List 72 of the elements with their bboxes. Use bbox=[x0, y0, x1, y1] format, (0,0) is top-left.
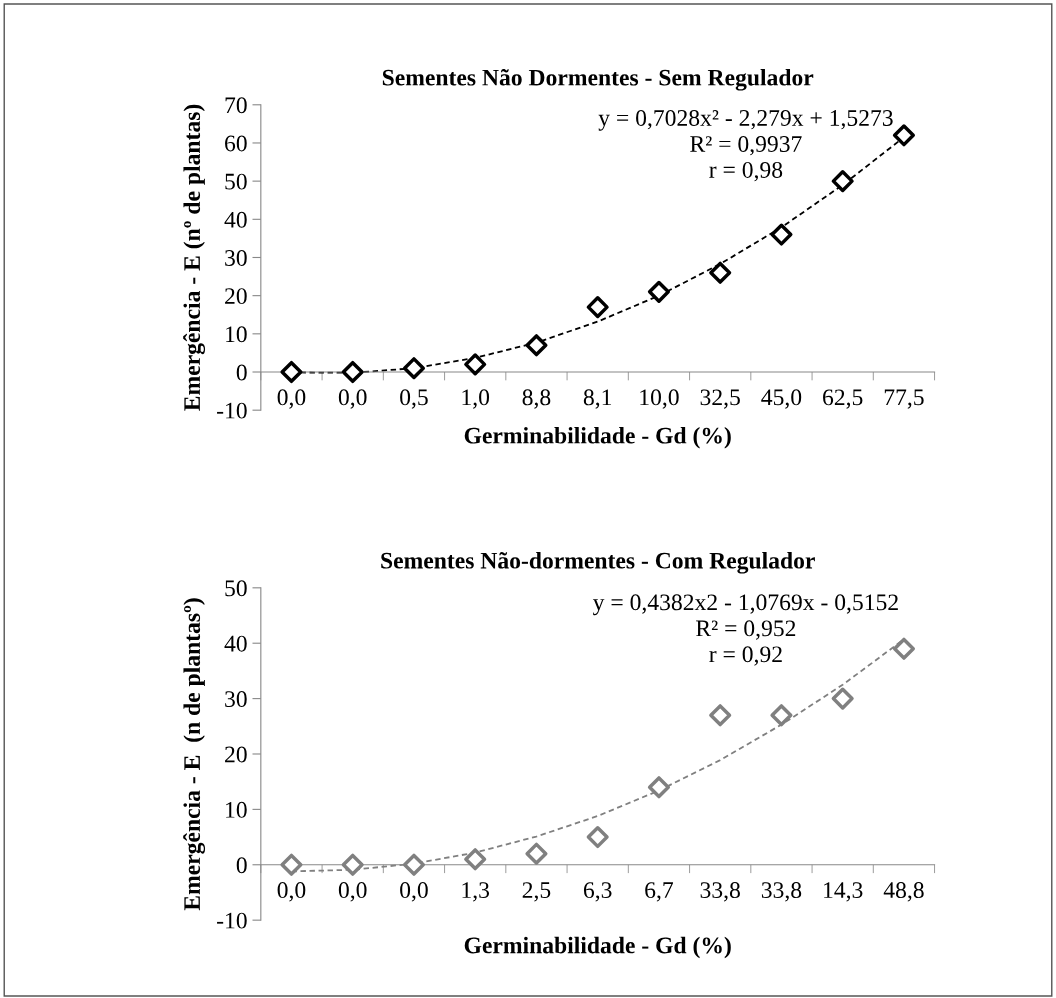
point bbox=[341, 853, 364, 876]
annotation: y = 0,4382x2 - 1,0769x - 0,5152 bbox=[592, 594, 898, 616]
x-tick-label: 1,0 bbox=[462, 389, 490, 409]
x-tick-label: 48,8 bbox=[883, 882, 924, 902]
point bbox=[709, 261, 732, 284]
x-tick-label: 1,3 bbox=[462, 882, 490, 902]
y-tick-label: 40 bbox=[224, 635, 247, 652]
y-tick-label: 0 bbox=[236, 857, 247, 874]
point bbox=[586, 826, 609, 849]
x-axis-title: Germinabilidade - Gd (%) bbox=[464, 426, 731, 449]
y-tick-label: -10 bbox=[217, 402, 247, 419]
x-tick-label: 45,0 bbox=[761, 389, 802, 409]
annotation: r = 0,98 bbox=[709, 161, 783, 182]
x-axis-title: Germinabilidade - Gd (%) bbox=[464, 936, 731, 959]
chart-title: Sementes Não Dormentes - Sem Regulador bbox=[382, 68, 814, 91]
x-tick-label: 10,0 bbox=[640, 389, 679, 409]
y-tick-label: -10 bbox=[217, 912, 247, 929]
y-tick-label: 10 bbox=[226, 326, 247, 343]
y-axis-title: Emergência - E (nº de plantas) bbox=[183, 104, 206, 411]
point bbox=[402, 357, 426, 380]
annotation: r = 0,92 bbox=[709, 646, 782, 666]
point bbox=[770, 704, 793, 727]
x-tick-label: 33,8 bbox=[761, 882, 802, 902]
y-tick-label: 60 bbox=[225, 135, 247, 152]
x-tick-label: 0,0 bbox=[277, 882, 306, 902]
point bbox=[341, 360, 364, 384]
x-tick-label: 0,0 bbox=[277, 389, 306, 409]
x-tick-label: 62,5 bbox=[823, 389, 863, 409]
y-tick-label: 50 bbox=[225, 580, 247, 597]
point bbox=[402, 853, 426, 876]
point bbox=[280, 360, 303, 384]
x-tick-label: 0,0 bbox=[338, 882, 367, 902]
x-tick-label: 6,7 bbox=[645, 882, 674, 902]
point bbox=[892, 637, 915, 660]
y-tick-label: 20 bbox=[225, 746, 247, 763]
y-tick-label: 30 bbox=[225, 249, 247, 266]
point bbox=[586, 296, 609, 319]
y-tick-label: 70 bbox=[225, 97, 247, 114]
point bbox=[464, 848, 487, 871]
chart-title: Sementes Não-dormentes - Com Regulador bbox=[381, 551, 815, 574]
point bbox=[647, 776, 670, 799]
x-tick-label: 77,5 bbox=[884, 389, 924, 409]
annotation: R² = 0,9937 bbox=[690, 135, 802, 156]
annotation: y = 0,7028x² - 2,279x + 1,5273 bbox=[598, 109, 893, 131]
y-tick-label: 0 bbox=[236, 364, 247, 381]
x-tick-label: 32,5 bbox=[700, 389, 740, 409]
y-axis-title: Emergência - E (n de plantasº) bbox=[183, 598, 206, 911]
point bbox=[464, 353, 487, 376]
x-tick-label: 0,5 bbox=[400, 389, 428, 409]
y-tick-label: 30 bbox=[225, 691, 247, 708]
x-tick-label: 0,0 bbox=[400, 882, 428, 902]
y-tick-label: 40 bbox=[224, 211, 247, 228]
point bbox=[831, 170, 854, 193]
x-tick-label: 0,0 bbox=[338, 389, 367, 409]
x-tick-label: 8,1 bbox=[583, 389, 612, 409]
point bbox=[525, 842, 548, 865]
point bbox=[525, 334, 548, 357]
y-tick-label: 50 bbox=[225, 173, 247, 190]
annotation: R² = 0,952 bbox=[696, 620, 796, 640]
y-tick-label: 20 bbox=[225, 288, 247, 305]
point bbox=[280, 853, 303, 876]
x-tick-label: 33,8 bbox=[700, 882, 740, 902]
x-tick-label: 6,3 bbox=[583, 882, 612, 902]
point bbox=[831, 687, 854, 710]
x-tick-label: 8,8 bbox=[522, 389, 551, 409]
point bbox=[770, 223, 793, 246]
x-tick-label: 2,5 bbox=[522, 882, 551, 902]
point bbox=[709, 704, 732, 727]
point bbox=[892, 124, 915, 147]
point bbox=[647, 280, 670, 303]
x-tick-label: 14,3 bbox=[824, 882, 863, 902]
y-tick-label: 10 bbox=[226, 801, 247, 818]
